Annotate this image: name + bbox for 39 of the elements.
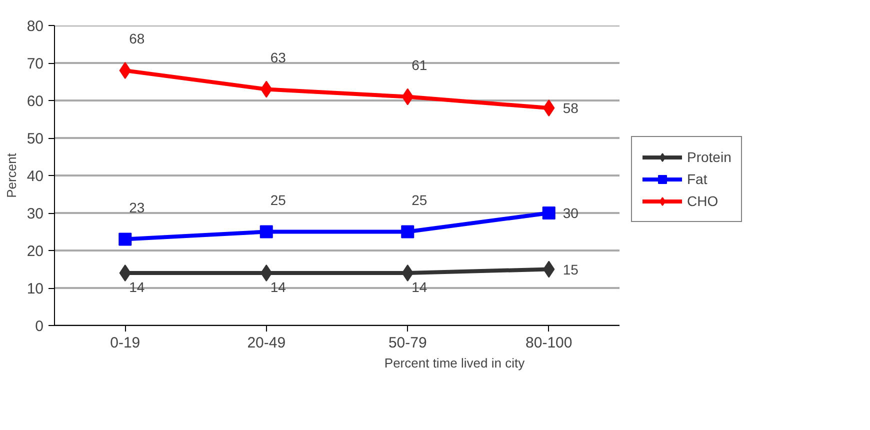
y-tick-label: 10 [26, 280, 44, 298]
point [119, 62, 131, 79]
y-tick-label: 40 [26, 168, 44, 185]
y-axis-title: Percent [4, 152, 19, 198]
point [118, 232, 132, 246]
y-tick-label: 30 [26, 206, 44, 222]
y-tick-label: 0 [35, 318, 44, 335]
y-tick-label: 70 [26, 56, 44, 72]
point [260, 225, 273, 238]
data-label: 63 [270, 49, 286, 66]
x-tick-label: 20-49 [247, 334, 286, 352]
point [542, 206, 556, 220]
y-tick-label: 20 [26, 243, 44, 260]
data-label: 23 [129, 199, 145, 216]
point [260, 264, 272, 282]
data-label: 25 [412, 192, 428, 208]
data-label: 14 [129, 279, 145, 295]
y-tick-label: 80 [26, 18, 44, 35]
point [543, 100, 555, 116]
x-tick-label: 0-19 [110, 334, 140, 352]
y-tick-label: 60 [26, 93, 44, 110]
point [402, 264, 414, 282]
x-tick-label: 50-79 [388, 334, 427, 352]
legend-label: Fat [687, 171, 708, 187]
legend-label: Protein [687, 149, 732, 165]
data-label: 14 [270, 279, 286, 295]
data-label: 25 [270, 192, 286, 208]
data-label: 68 [129, 30, 145, 46]
x-tick-label: 80-100 [526, 334, 572, 352]
data-label: 30 [562, 205, 579, 221]
data-label: 15 [562, 261, 579, 278]
data-label: 58 [562, 100, 579, 116]
point [401, 225, 414, 238]
legend-label: CHO [687, 193, 718, 209]
y-tick-label: 50 [26, 130, 44, 148]
data-label: 14 [412, 279, 428, 295]
point [119, 264, 131, 282]
data-label: 61 [412, 56, 428, 73]
x-axis-title: Percent time lived in city [384, 356, 526, 370]
